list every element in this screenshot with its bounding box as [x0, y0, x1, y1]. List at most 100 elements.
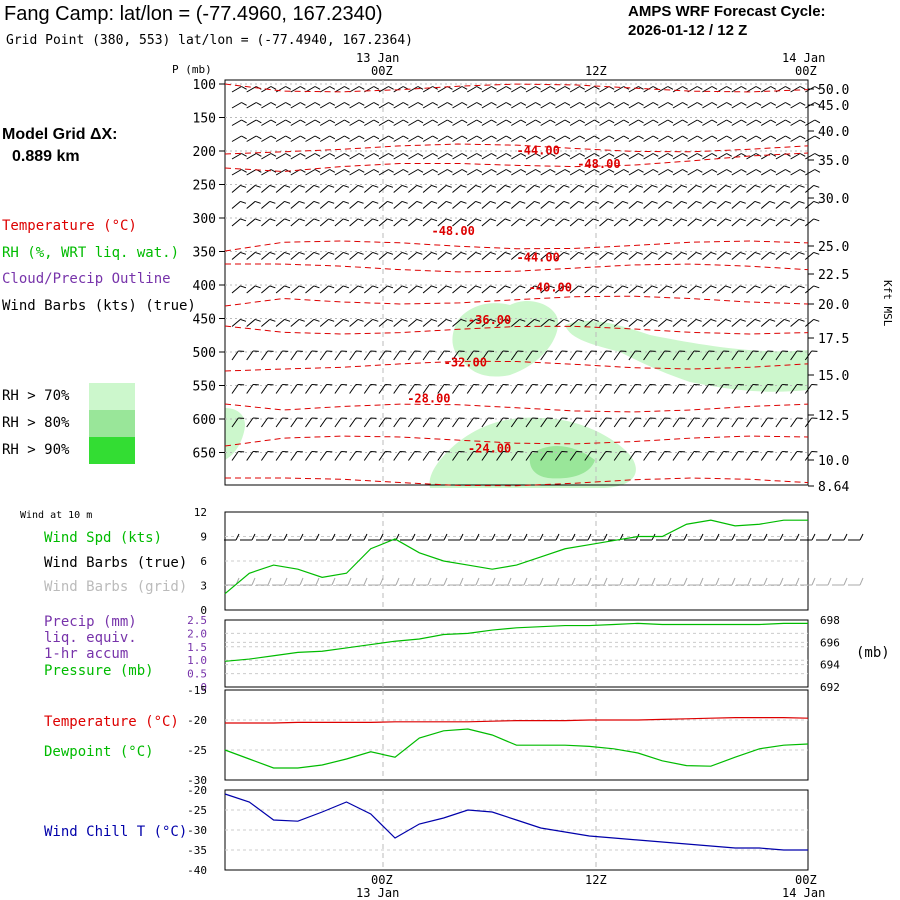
wind-barb: [540, 318, 555, 327]
wind-barb: [290, 383, 303, 394]
pressure-tick-label: 100: [193, 78, 216, 93]
wind-barb: [407, 350, 421, 361]
precip-axis-tick-label: 2.0: [187, 627, 207, 640]
wind-barb: [540, 218, 555, 227]
wind-barb: [378, 153, 394, 160]
wind-barb-grid: [368, 577, 384, 586]
pressure-tick-label: 300: [193, 212, 216, 227]
wind-barb-grid: [640, 577, 656, 586]
wind-barb: [643, 200, 658, 209]
wind-barb: [555, 135, 571, 142]
wind-barb: [437, 417, 450, 428]
wind-barb: [231, 169, 247, 176]
wind-barb: [731, 218, 746, 227]
wind-barb: [569, 102, 585, 109]
wind-barb: [510, 417, 524, 428]
wind-barb: [290, 184, 305, 193]
wind-barb: [349, 350, 362, 361]
wind-barb-grid: [624, 577, 640, 586]
wind-barb: [540, 184, 555, 193]
wind-barb: [452, 119, 468, 126]
wind-barb: [746, 318, 761, 327]
wind-barb: [393, 169, 409, 176]
model-grid-value: 0.889 km: [12, 148, 80, 165]
wind-barb: [731, 450, 744, 461]
wind-barb: [378, 200, 394, 209]
wind-barb: [584, 285, 599, 294]
wind-barb: [584, 86, 600, 93]
wind-barb: [481, 169, 497, 176]
wind-barb-grid: [688, 577, 704, 586]
model-grid-label: Model Grid ΔX:: [2, 126, 118, 143]
wind-speed-line: [224, 519, 808, 595]
wind-barb: [437, 153, 453, 160]
wind-barb: [672, 251, 688, 260]
wind-barb: [319, 184, 335, 193]
wind-barb: [525, 102, 541, 109]
wind-barb: [716, 200, 732, 209]
top-date-13jan: 13 Jan: [356, 51, 400, 65]
wind-barb: [481, 350, 495, 361]
top-date-14jan: 14 Jan: [782, 51, 826, 65]
wind-barb: [481, 417, 495, 428]
wind-barb: [319, 86, 336, 93]
wind-barb: [657, 285, 673, 294]
wind-barb: [496, 218, 511, 227]
wind-barb: [334, 218, 350, 227]
wind-barb: [672, 119, 688, 126]
wind-barb: [334, 285, 350, 294]
wind-barb: [657, 350, 671, 361]
wind-barb: [628, 285, 644, 294]
wind-barb: [702, 102, 718, 109]
wind-barb: [349, 251, 364, 260]
wind-barb: [496, 285, 511, 294]
wind-barb-grid: [496, 577, 512, 586]
wind-barb: [422, 135, 438, 142]
wind-barb: [731, 417, 744, 428]
wind-barb: [746, 417, 759, 428]
wind-barb-grid: [736, 577, 752, 586]
wind-barb: [349, 86, 365, 93]
wind-barb: [275, 251, 291, 260]
wind-barb: [496, 169, 512, 176]
wind-barb: [628, 184, 644, 193]
wind-barb-true: [736, 533, 752, 541]
wind-barb: [261, 86, 277, 93]
height-tick-label: 40.0: [818, 125, 849, 140]
wind-barb: [775, 450, 789, 461]
wind-barb-true: [560, 533, 576, 541]
isotherm-line: [224, 477, 809, 487]
wind-barb: [746, 153, 762, 160]
wind-barb: [687, 153, 703, 160]
wind-barb: [525, 383, 539, 394]
wind-barb: [657, 184, 673, 193]
bottom-date-13jan: 13 Jan: [356, 886, 400, 900]
cycle-value: 2026-01-12 / 12 Z: [628, 22, 748, 39]
wind-barb: [525, 251, 541, 260]
wind-barb-grid: [384, 577, 400, 586]
wind-barb: [716, 218, 732, 227]
wind-barb: [804, 251, 820, 260]
wind-barbs-grid-label: Wind Barbs (grid): [44, 579, 188, 595]
wind-barb: [790, 169, 806, 176]
wind-barb-true: [768, 533, 784, 541]
wind-barb-grid: [480, 577, 496, 586]
wind-barb: [319, 318, 335, 327]
wind-barb: [525, 153, 541, 160]
pressure-axis-tick-label: 696: [820, 636, 840, 649]
wind-barb: [481, 153, 497, 160]
wind-barb: [804, 218, 820, 227]
wind-barb: [525, 86, 541, 93]
isotherm-line: [224, 263, 809, 273]
wind-barb: [702, 169, 718, 176]
wind-barb: [569, 285, 585, 294]
wind-barb: [378, 251, 394, 260]
wind-barb: [643, 86, 659, 93]
wind-barb-true: [672, 533, 688, 541]
wind-barb: [290, 153, 306, 160]
wind-barb: [657, 251, 673, 260]
wind-barb: [613, 350, 627, 361]
wind-barb: [437, 285, 452, 294]
wind-barb: [672, 350, 686, 361]
wind-barb: [275, 285, 291, 294]
